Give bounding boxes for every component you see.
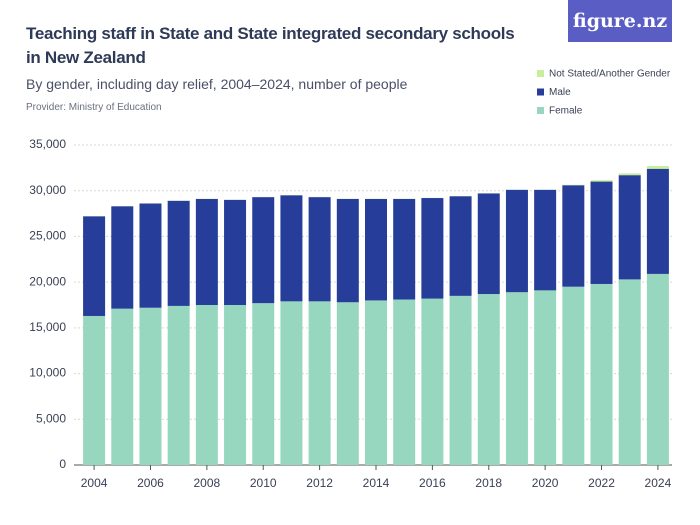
legend-label: Not Stated/Another Gender: [549, 69, 671, 80]
chart-subtitle: By gender, including day relief, 2004–20…: [26, 76, 408, 92]
bar-segment: [618, 173, 641, 176]
bar-segment: [505, 189, 528, 293]
bar-segment: [534, 290, 557, 465]
bar-segment: [111, 206, 134, 309]
x-tick-label: 2016: [419, 476, 446, 490]
header: Teaching staff in State and State integr…: [26, 22, 526, 113]
bar-segment: [618, 279, 641, 465]
bar-segment: [336, 302, 359, 465]
bar-segment: [393, 198, 416, 300]
bar-segment: [590, 283, 613, 465]
bar-segment: [167, 305, 190, 465]
bar-segment: [280, 301, 303, 465]
bar-segment: [224, 199, 247, 305]
bar-segment: [365, 300, 387, 465]
bar-segment: [534, 189, 557, 291]
bar-segment: [195, 305, 218, 465]
x-tick-label: 2012: [306, 476, 333, 490]
logo: figure.nz: [568, 0, 672, 42]
bar-segment: [590, 180, 613, 182]
bar-segment: [449, 196, 472, 296]
bar-segment: [280, 195, 303, 302]
bar-segment: [83, 216, 106, 316]
bar-segment: [167, 200, 190, 306]
legend-swatch: [537, 88, 544, 96]
bar-segment: [336, 198, 359, 303]
bar-segment: [252, 303, 275, 465]
bar-segment: [477, 294, 500, 465]
legend-label: Male: [549, 87, 571, 98]
bar-segment: [139, 203, 162, 308]
y-tick-label: 25,000: [29, 229, 66, 243]
x-tick-label: 2022: [588, 476, 615, 490]
bar-segment: [421, 198, 444, 299]
bar-segment: [477, 193, 500, 295]
x-tick-label: 2010: [250, 476, 277, 490]
bar-segment: [393, 299, 416, 465]
x-tick-label: 2006: [137, 476, 164, 490]
bar-segment: [139, 307, 162, 465]
legend-swatch: [537, 107, 544, 114]
bar-segment: [562, 185, 585, 287]
x-tick-label: 2004: [81, 476, 108, 490]
bar-segment: [646, 166, 669, 169]
y-tick-label: 20,000: [29, 274, 66, 288]
bar-segment: [590, 181, 613, 284]
chart-title: Teaching staff in State and State integr…: [26, 24, 515, 67]
x-tick-label: 2014: [363, 476, 390, 490]
legend-swatch: [537, 70, 544, 77]
bar-segment: [421, 298, 444, 465]
x-tick-label: 2018: [475, 476, 502, 490]
x-tick-label: 2024: [645, 476, 672, 490]
bar-segment: [505, 292, 528, 465]
provider: Provider: Ministry of Education: [26, 102, 162, 113]
bar-segment: [111, 308, 134, 465]
bar-segment: [562, 286, 585, 465]
bar-segment: [83, 315, 106, 465]
bar-segment: [449, 295, 472, 465]
y-tick-label: 10,000: [29, 366, 66, 380]
bar-segment: [195, 198, 218, 305]
x-tick-label: 2008: [194, 476, 221, 490]
legend-label: Female: [549, 106, 583, 117]
bar-segment: [224, 305, 247, 465]
bar-segment: [308, 301, 331, 465]
y-tick-label: 30,000: [29, 183, 66, 197]
y-tick-label: 0: [59, 457, 66, 471]
bar-segment: [308, 197, 331, 302]
y-tick-label: 35,000: [29, 137, 66, 151]
y-tick-label: 5,000: [36, 411, 66, 425]
x-tick-label: 2020: [532, 476, 559, 490]
bar-segment: [365, 198, 387, 301]
bar-segment: [252, 197, 275, 304]
bar-segment: [646, 168, 669, 274]
bar-segment: [646, 273, 669, 465]
bar-segment: [618, 175, 641, 280]
y-tick-label: 15,000: [29, 320, 66, 334]
